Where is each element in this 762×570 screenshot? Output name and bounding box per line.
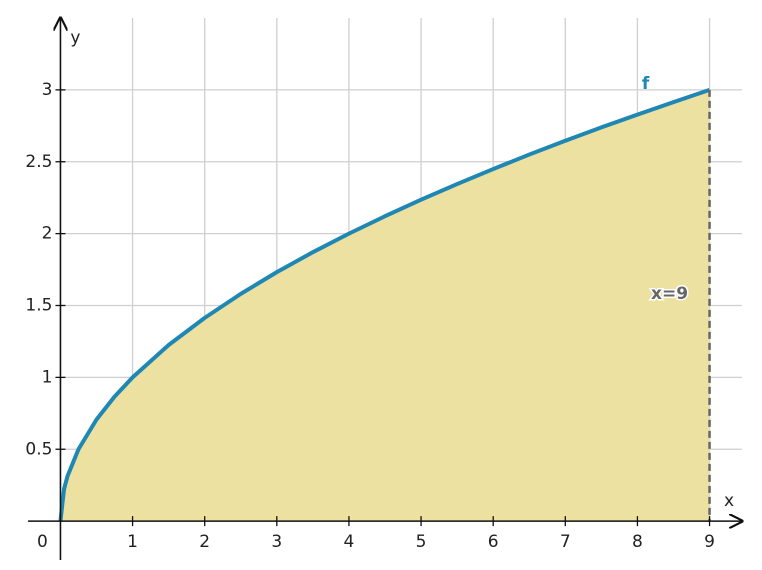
y-tick-label: 3	[42, 80, 53, 100]
y-tick-label: 1.5	[25, 296, 52, 316]
x-tick-label: 0	[37, 532, 48, 552]
x-tick-label: 5	[416, 532, 427, 552]
x-tick-label: 9	[704, 532, 715, 552]
x-tick-label: 3	[271, 532, 282, 552]
x-tick-label: 6	[488, 532, 499, 552]
y-axis-label: y	[70, 28, 80, 48]
axes: 0 1 2 3 4 5 6 7 8 9 0.5 1 1.5 2 2.5 3 x y	[25, 18, 742, 560]
x-tick-label: 7	[560, 532, 571, 552]
x-tick-label: 4	[344, 532, 355, 552]
x-axis-label: x	[724, 491, 734, 511]
plot: f x=9	[58, 74, 711, 522]
area	[60, 89, 710, 522]
x-tick-label: 2	[199, 532, 210, 552]
y-tick-label: 1	[42, 367, 53, 387]
line	[58, 87, 711, 522]
x-tick-label: 8	[632, 532, 643, 552]
series-label: f	[642, 74, 650, 94]
y-tick-label: 0.5	[25, 439, 52, 459]
y-tick-label: 2	[42, 224, 53, 244]
y-tick-label: 2.5	[25, 152, 52, 172]
vertical-line-label: x=9	[651, 284, 688, 304]
x-tick-label: 1	[127, 532, 138, 552]
